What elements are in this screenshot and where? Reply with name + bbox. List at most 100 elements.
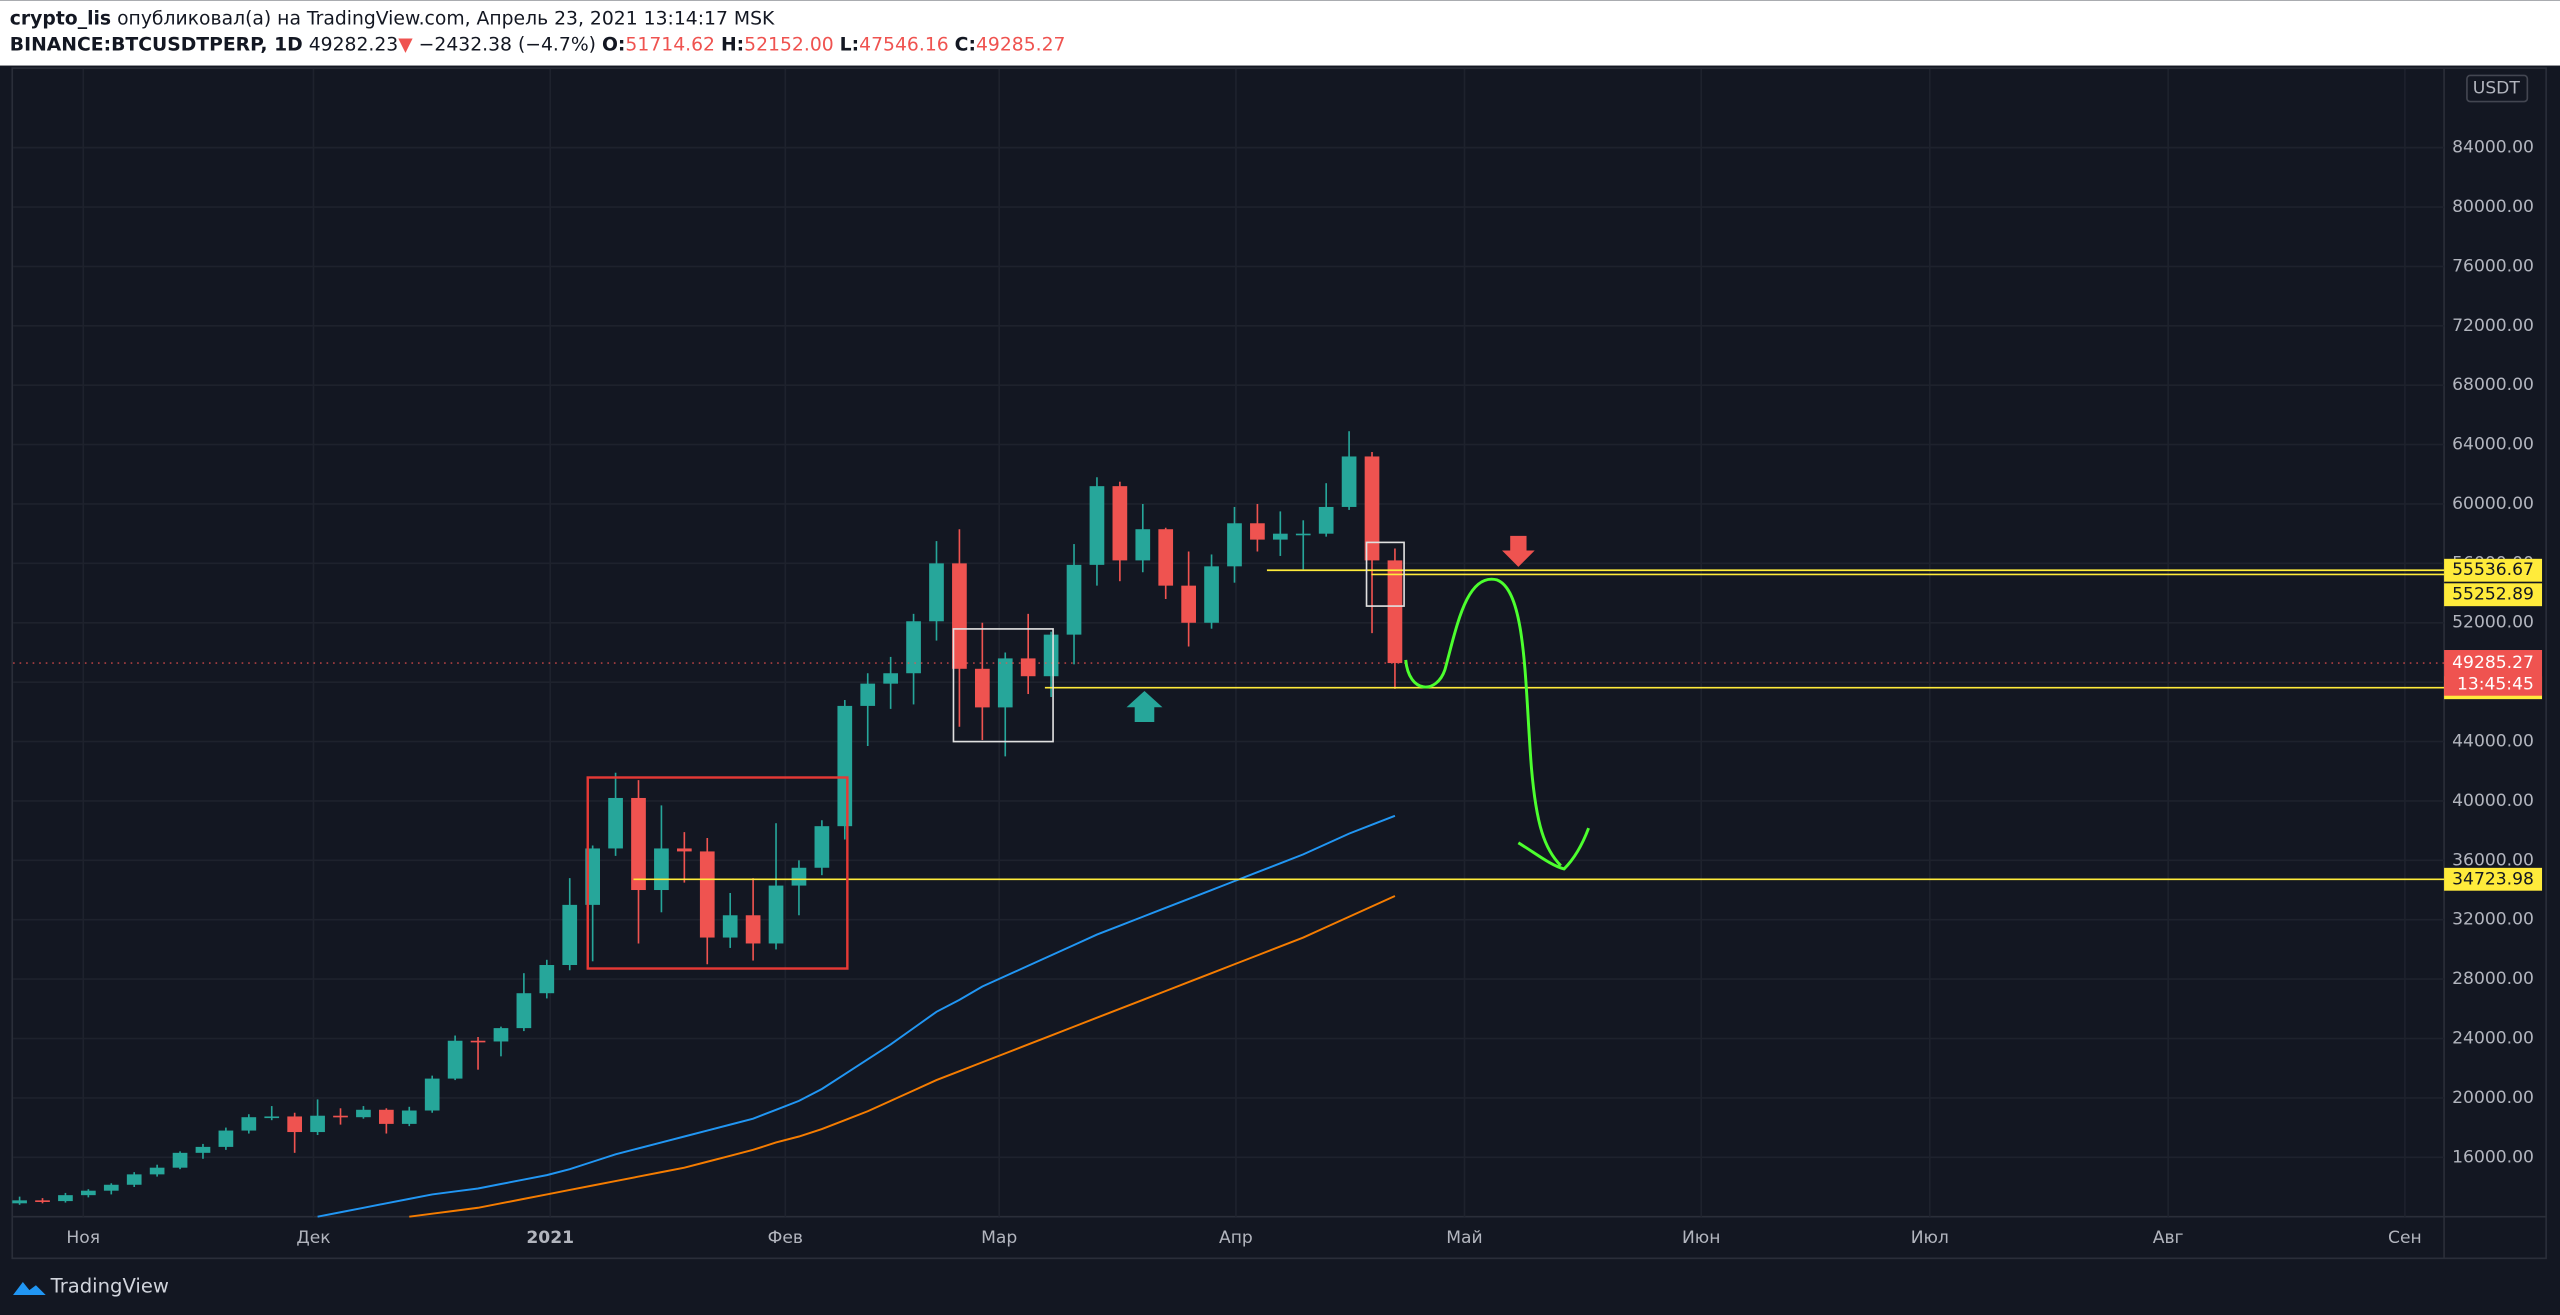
candle-body	[539, 965, 555, 994]
candle-body	[356, 1109, 371, 1118]
publisher: crypto_lis	[10, 8, 111, 29]
l: 47546.16	[859, 34, 949, 55]
candle-body	[883, 673, 898, 684]
x-tick-label: Авг	[2153, 1228, 2184, 1248]
candle-body	[562, 904, 578, 966]
candle-body	[493, 1028, 509, 1042]
candle-body	[310, 1115, 325, 1133]
header-bg	[0, 0, 2560, 66]
y-tick-label: 60000.00	[2452, 494, 2534, 514]
header-line1: crypto_lis опубликовал(а) на TradingView…	[10, 8, 775, 29]
logo	[13, 1281, 46, 1296]
white-box	[1365, 541, 1405, 607]
candle-body	[35, 1200, 50, 1202]
grid	[13, 68, 2445, 1217]
x-tick-label: Мар	[981, 1228, 1017, 1248]
candle-body	[952, 563, 967, 669]
header-line2: BINANCE:BTCUSDTPERP, 1D 49282.23▼ −2432.…	[10, 34, 1066, 55]
y-tick-label: 28000.00	[2452, 969, 2534, 989]
y-tick-label: 80000.00	[2452, 197, 2534, 217]
x-tick-label: 2021	[526, 1228, 574, 1248]
level-tag-label: 34723.98	[2452, 869, 2534, 889]
candle-body	[516, 993, 532, 1029]
candle-body	[1204, 566, 1219, 623]
y-tick-label: 16000.00	[2452, 1147, 2534, 1167]
candle-body	[1364, 456, 1380, 561]
y-tick-label: 52000.00	[2452, 613, 2534, 633]
chart-bg	[0, 65, 2560, 1315]
candle-body	[699, 851, 715, 938]
last-price-label: 49285.27	[2452, 653, 2534, 673]
countdown: 13:45:45	[2457, 674, 2534, 694]
level-tag-label: 55252.89	[2452, 585, 2534, 605]
candle-body	[1318, 506, 1334, 534]
x-tick-label: Фев	[768, 1228, 803, 1248]
o: 51714.62	[625, 34, 715, 55]
o-label: O:	[602, 34, 625, 55]
candle-body	[424, 1078, 440, 1111]
up-arrow	[1126, 690, 1163, 722]
h-label: H:	[721, 34, 744, 55]
y-tick-label: 64000.00	[2452, 435, 2534, 455]
candle-body	[1158, 529, 1174, 586]
level-tag	[2444, 867, 2543, 891]
candle-body	[1341, 456, 1357, 507]
candle-body	[654, 848, 669, 891]
currency: USDT	[2473, 79, 2521, 99]
x-tick-label: Апр	[1219, 1228, 1253, 1248]
y-tick-label: 76000.00	[2452, 256, 2534, 276]
candle-body	[470, 1040, 486, 1043]
y-tick-label: 68000.00	[2452, 375, 2534, 395]
c-label: C:	[955, 34, 976, 55]
candle-body	[447, 1040, 463, 1079]
candle-body	[791, 867, 807, 886]
candle-body	[837, 705, 853, 827]
down-arrow	[1502, 535, 1535, 567]
x-tick-label: Ноя	[66, 1228, 100, 1248]
candle-body	[906, 621, 921, 674]
x-tick-label: Июл	[1911, 1228, 1949, 1248]
candle-body	[1020, 658, 1036, 677]
candle-body	[929, 563, 944, 622]
candle-body	[676, 848, 692, 852]
brand: TradingView	[50, 1274, 169, 1297]
candle-body	[333, 1115, 348, 1118]
candle-body	[1043, 634, 1059, 677]
last-price-tag	[2444, 650, 2543, 696]
white-box	[952, 628, 1054, 743]
candle-body	[1227, 523, 1242, 567]
candle-body	[58, 1195, 73, 1202]
level-tag	[2444, 558, 2543, 582]
candle-body	[264, 1116, 280, 1119]
candle-body	[1135, 529, 1151, 561]
moving-average	[317, 814, 1396, 1218]
candle-body	[814, 826, 830, 868]
c: 49285.27	[976, 34, 1066, 55]
y-tick-label: 72000.00	[2452, 316, 2534, 336]
candle-body	[1181, 585, 1196, 623]
change: −2432.38 (−4.7%)	[419, 34, 596, 55]
candle-body	[1089, 486, 1105, 565]
x-tick-label: Июн	[1682, 1228, 1720, 1248]
candle-body	[126, 1174, 142, 1185]
red-box	[586, 776, 849, 970]
currency-badge	[2466, 74, 2529, 103]
h: 52152.00	[744, 34, 834, 55]
y-tick-label: 20000.00	[2452, 1088, 2534, 1108]
candle-body	[768, 885, 784, 944]
candle-body	[379, 1109, 394, 1124]
candle-body	[149, 1167, 165, 1175]
y-tick-label: 84000.00	[2452, 138, 2534, 158]
candle-body	[974, 668, 990, 708]
candle-body	[608, 797, 623, 849]
candle-body	[103, 1184, 119, 1191]
y-tick-label: 40000.00	[2452, 791, 2534, 811]
candle-body	[1295, 533, 1311, 536]
arrow: ▼	[398, 34, 413, 55]
x-tick-label: Сен	[2388, 1228, 2422, 1248]
candle-body	[241, 1117, 257, 1131]
candle-body	[1272, 533, 1288, 540]
level-tag-label: 55536.67	[2452, 560, 2534, 580]
forecast-curve	[1404, 577, 1590, 871]
